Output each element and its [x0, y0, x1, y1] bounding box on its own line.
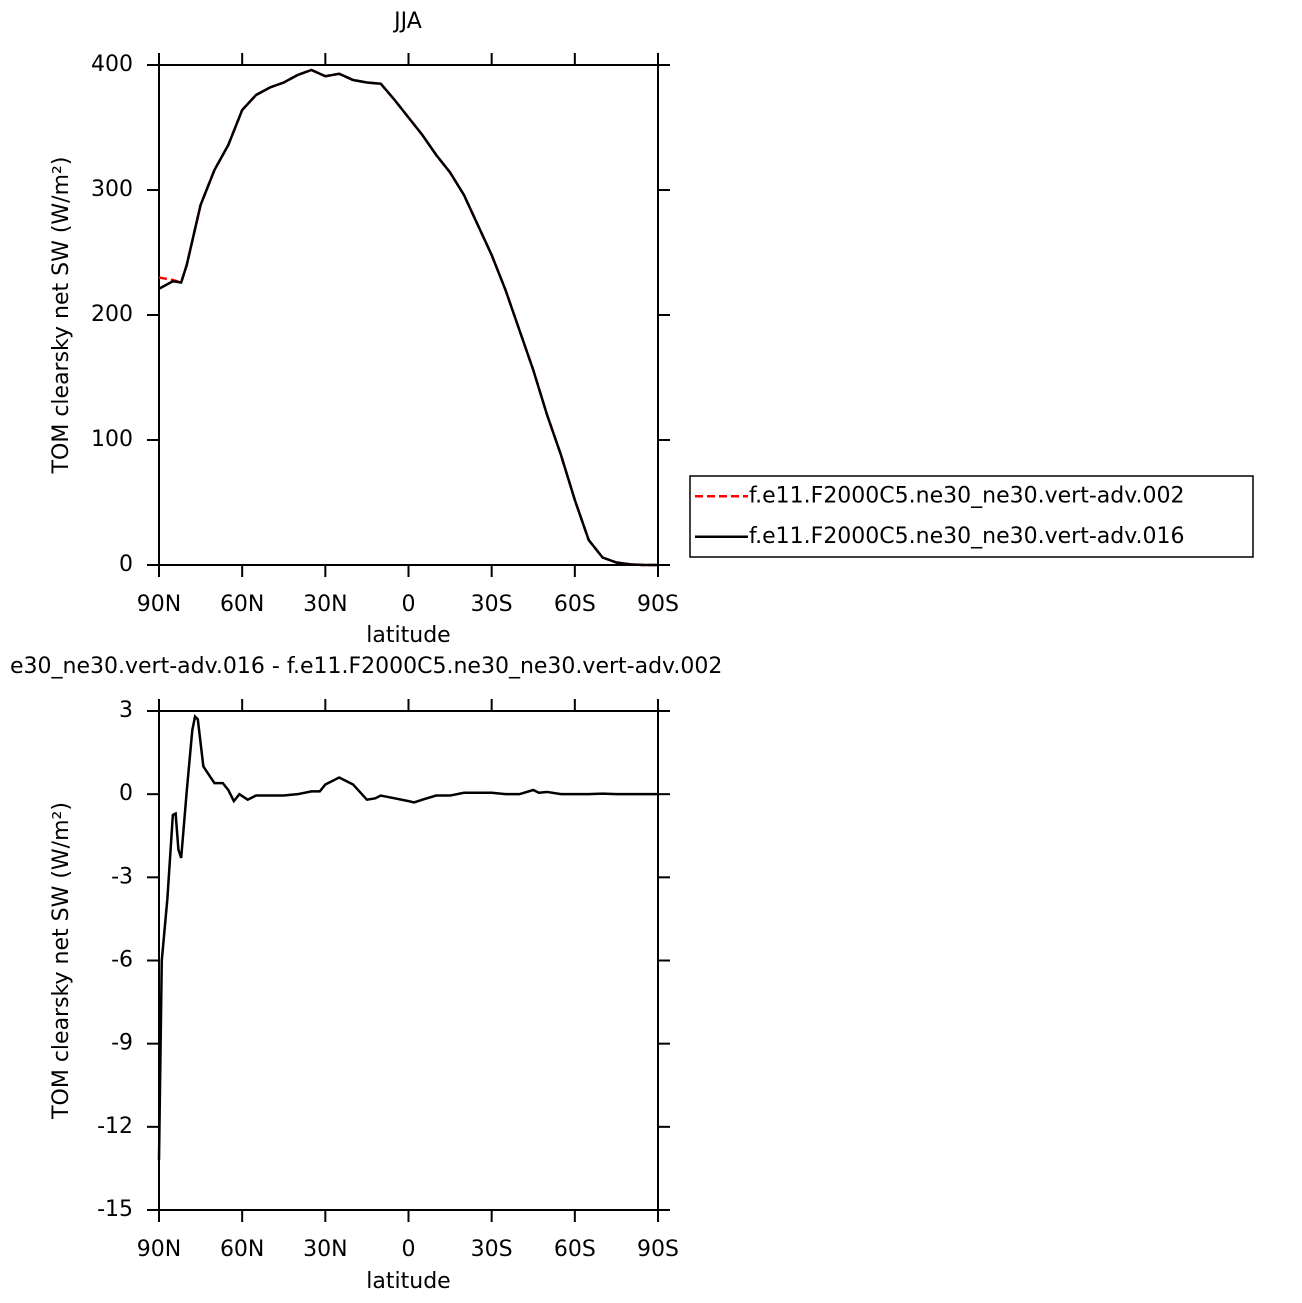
legend-label: f.e11.F2000C5.ne30_ne30.vert-adv.002 — [749, 483, 1185, 508]
y-tick-label: 0 — [119, 552, 133, 577]
plot-frame — [158, 64, 659, 566]
x-tick-label: 30N — [303, 592, 347, 617]
x-tick-label: 90N — [137, 1237, 181, 1262]
x-tick-label: 0 — [402, 592, 416, 617]
x-axis-label: latitude — [366, 623, 450, 648]
y-tick-label: 200 — [91, 302, 133, 327]
x-tick-label: 30S — [471, 1237, 513, 1262]
chart-title: e30_ne30.vert-adv.016 - f.e11.F2000C5.ne… — [10, 654, 722, 679]
series-line — [158, 68, 658, 567]
x-axis-label: latitude — [366, 1269, 450, 1294]
chart-title: JJA — [392, 9, 422, 34]
series-line — [157, 714, 658, 1161]
x-tick-label: 90N — [137, 592, 181, 617]
y-tick-label: 300 — [91, 177, 133, 202]
legend-box — [689, 475, 1254, 558]
y-tick-label: -3 — [111, 864, 133, 889]
y-tick-label: 100 — [91, 427, 133, 452]
x-tick-label: 0 — [402, 1237, 416, 1262]
y-tick-label: 400 — [91, 52, 133, 77]
x-tick-label: 60S — [554, 1237, 596, 1262]
y-tick-label: 0 — [119, 781, 133, 806]
x-tick-label: 60S — [554, 592, 596, 617]
y-tick-label: -12 — [97, 1114, 133, 1139]
y-tick-label: 3 — [119, 698, 133, 723]
legend-label: f.e11.F2000C5.ne30_ne30.vert-adv.016 — [749, 524, 1185, 549]
y-tick-label: -15 — [97, 1197, 133, 1222]
x-tick-label: 60N — [220, 1237, 264, 1262]
x-tick-label: 90S — [637, 592, 679, 617]
y-axis-label: TOM clearsky net SW (W/m²) — [49, 802, 74, 1120]
plot-frame — [158, 710, 659, 1211]
y-axis-label: TOM clearsky net SW (W/m²) — [49, 157, 74, 475]
x-tick-label: 90S — [637, 1237, 679, 1262]
x-tick-label: 30S — [471, 592, 513, 617]
x-tick-label: 30N — [303, 1237, 347, 1262]
x-tick-label: 60N — [220, 592, 264, 617]
series-line — [158, 68, 658, 567]
y-tick-label: -6 — [111, 948, 133, 973]
y-tick-label: -9 — [111, 1031, 133, 1056]
